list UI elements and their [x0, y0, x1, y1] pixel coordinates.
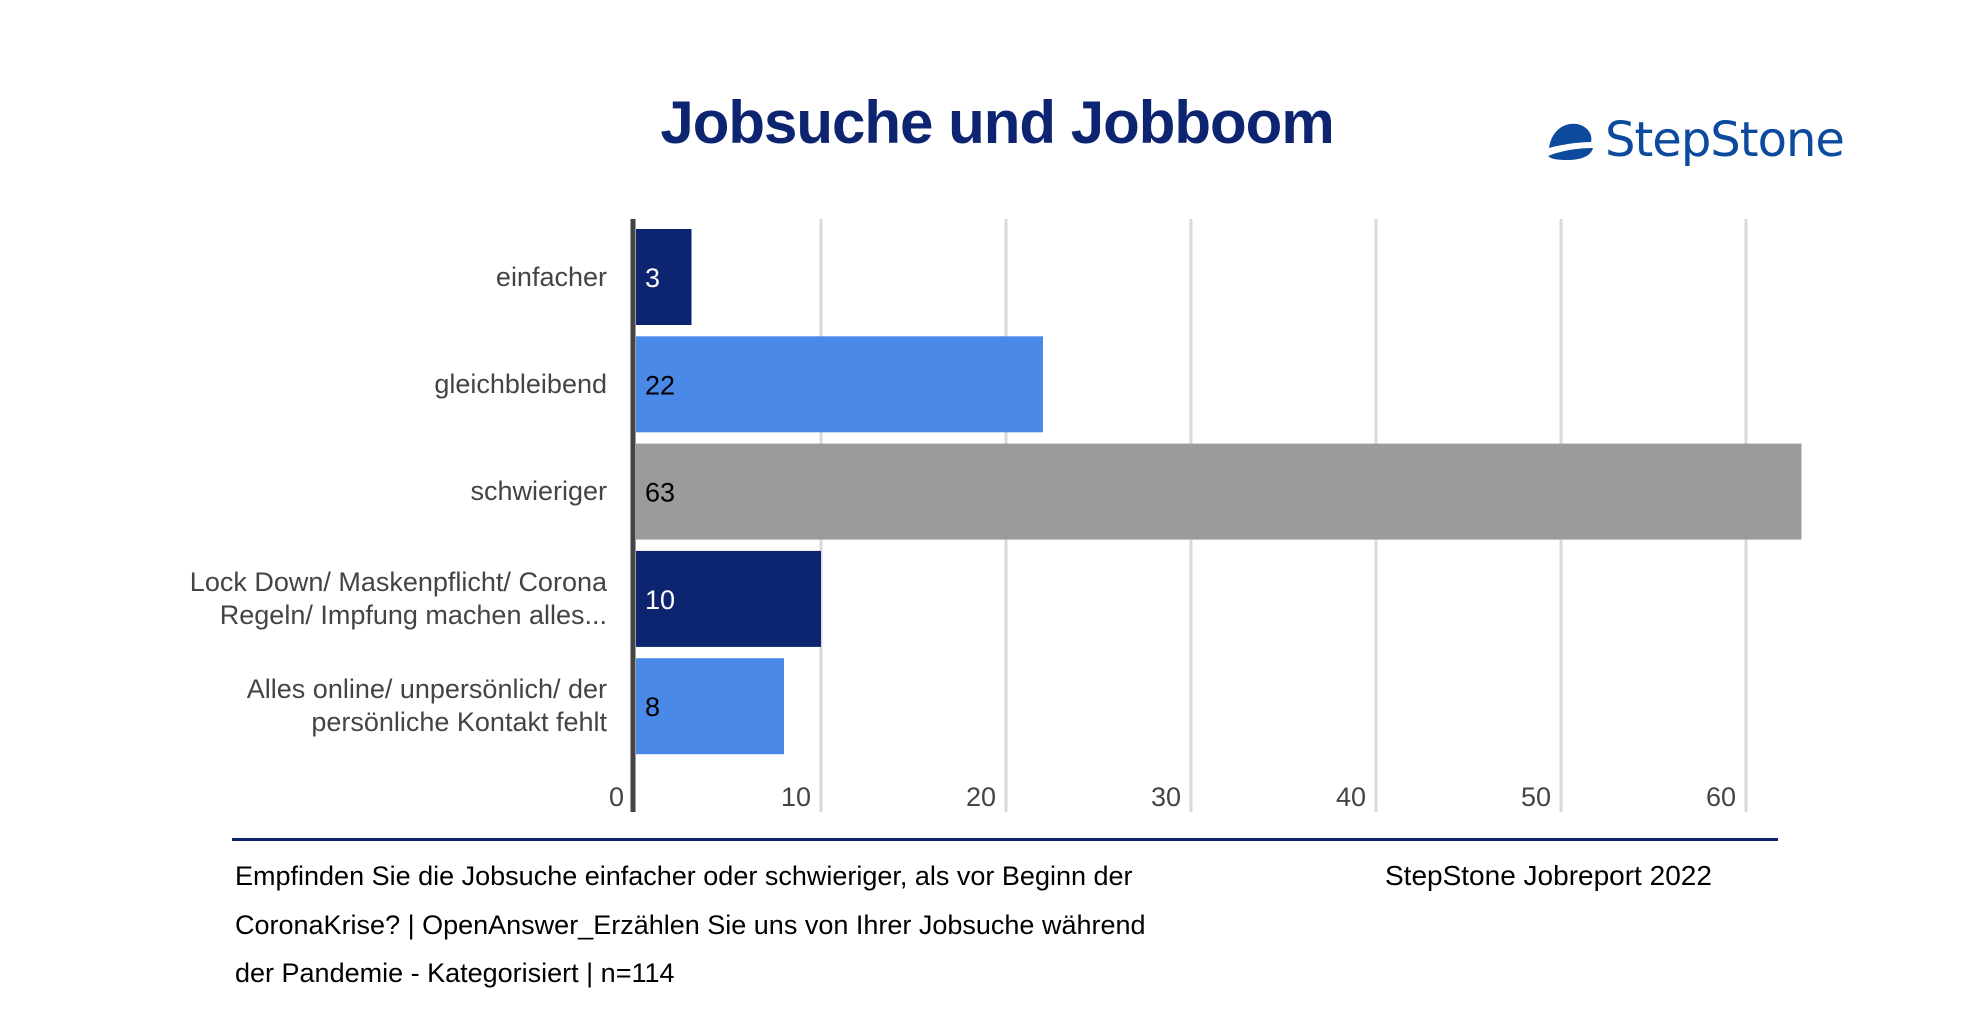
- data-label: 10: [645, 585, 675, 615]
- x-tick-label: 60: [1706, 782, 1736, 812]
- source-line: der Pandemie - Kategorisiert | n=114: [235, 958, 675, 988]
- source-line: Empfinden Sie die Jobsuche einfacher ode…: [235, 861, 1133, 891]
- category-label: Alles online/ unpersönlich/ der persönlic…: [87, 673, 607, 739]
- chart-title: Jobsuche und Jobboom: [660, 89, 1334, 156]
- category-label-line: persönliche Kontakt fehlt: [311, 707, 607, 738]
- stepstone-stone-icon: [1548, 123, 1593, 160]
- category-label: einfacher: [87, 261, 607, 294]
- x-tick-label: 20: [966, 782, 996, 812]
- data-label: 22: [645, 370, 675, 400]
- footer-divider: [232, 838, 1778, 841]
- bar: [636, 336, 1043, 433]
- bar: [636, 658, 784, 755]
- x-tick-label: 0: [609, 782, 624, 812]
- category-label-line: schwieriger: [470, 476, 607, 507]
- category-label: gleichbleibend: [87, 368, 607, 401]
- data-label: 63: [645, 478, 675, 508]
- category-label: schwieriger: [87, 475, 607, 508]
- data-label: 3: [645, 263, 660, 293]
- x-tick-label: 50: [1521, 782, 1551, 812]
- data-label: 8: [645, 692, 660, 722]
- source-note: Empfinden Sie die Jobsuche einfacher ode…: [235, 852, 1335, 998]
- category-label-line: gleichbleibend: [434, 368, 607, 399]
- bar: [636, 229, 692, 325]
- category-label: Lock Down/ Maskenpflicht/ Corona Regeln/ …: [87, 566, 607, 632]
- x-tick-label: 10: [781, 782, 811, 812]
- bar: [636, 550, 821, 647]
- brand-source: StepStone Jobreport 2022: [1385, 860, 1712, 891]
- x-tick-label: 30: [1151, 782, 1181, 812]
- category-label-line: einfacher: [495, 261, 607, 292]
- logo-text: StepStone: [1605, 112, 1845, 168]
- category-label-line: Alles online/ unpersönlich/ der: [246, 674, 607, 705]
- category-label-line: Regeln/ Impfung machen alles...: [219, 599, 607, 630]
- source-line: CoronaKrise? | OpenAnswer_Erzählen Sie u…: [235, 909, 1146, 940]
- category-label-line: Lock Down/ Maskenpflicht/ Corona: [189, 566, 607, 597]
- x-tick-label: 40: [1336, 782, 1366, 812]
- stepstone-logo: StepStone: [1545, 112, 1845, 168]
- bar: [636, 443, 1802, 540]
